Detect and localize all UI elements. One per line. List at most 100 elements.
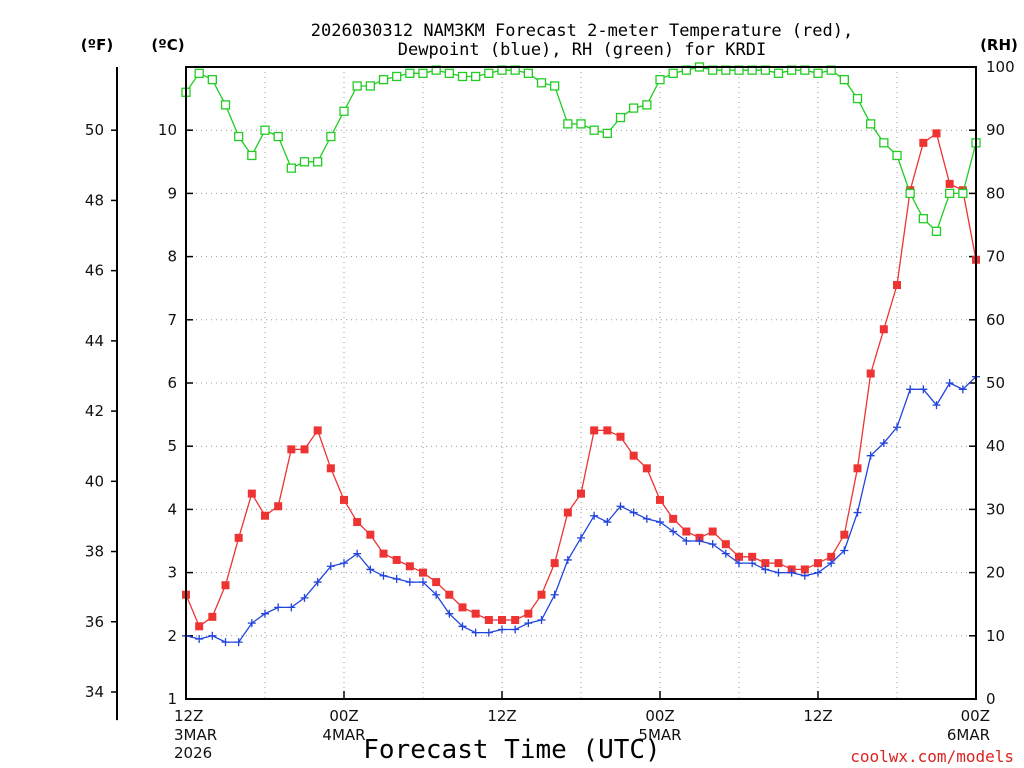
dewpoint-point bbox=[603, 518, 612, 527]
temperature-point bbox=[379, 549, 388, 558]
rh-point bbox=[905, 188, 915, 199]
rh-point bbox=[484, 68, 494, 78]
temperature-point bbox=[682, 527, 691, 536]
rh-point bbox=[879, 138, 889, 148]
dewpoint-point bbox=[906, 385, 915, 394]
rh-point bbox=[392, 71, 402, 82]
temperature-point bbox=[221, 581, 230, 590]
dewpoint-point bbox=[577, 533, 585, 542]
temperature-point bbox=[840, 530, 849, 539]
temperature-point bbox=[866, 369, 875, 378]
credit-text: coolwx.com/models bbox=[850, 747, 1014, 766]
temperature-point bbox=[814, 559, 822, 568]
rh-point bbox=[839, 74, 849, 85]
temperature-point bbox=[748, 552, 757, 561]
dewpoint-point bbox=[616, 502, 625, 511]
temperature-point bbox=[511, 616, 520, 624]
rh-point bbox=[945, 188, 955, 199]
x-tick-label-time: 00Z bbox=[961, 707, 990, 725]
rh-tick-label: 70 bbox=[986, 248, 1005, 266]
temperature-point bbox=[919, 138, 928, 147]
rh-point bbox=[550, 81, 560, 91]
fahrenheit-unit-label: (ºF) bbox=[81, 36, 113, 54]
temperature-point bbox=[550, 559, 559, 568]
rh-unit-label: (RH) bbox=[980, 36, 1018, 54]
temperature-point bbox=[498, 616, 506, 624]
rh-point bbox=[339, 106, 349, 116]
temperature-point bbox=[484, 616, 493, 624]
x-tick-label-date: 3MAR bbox=[174, 726, 217, 744]
x-tick-label-time: 00Z bbox=[645, 707, 674, 725]
rh-point bbox=[813, 68, 823, 78]
c-tick-label: 9 bbox=[167, 184, 177, 202]
dewpoint-point bbox=[392, 574, 401, 583]
temperature-point bbox=[656, 495, 664, 504]
rh-point bbox=[931, 226, 942, 236]
dewpoint-point bbox=[537, 616, 546, 624]
temperature-point bbox=[300, 445, 309, 454]
dewpoint-point bbox=[827, 559, 836, 568]
temperature-point bbox=[761, 559, 770, 568]
rh-point bbox=[286, 163, 296, 173]
rh-point bbox=[378, 74, 389, 85]
rh-point bbox=[642, 100, 652, 110]
rh-point bbox=[247, 150, 257, 161]
rh-point bbox=[234, 131, 244, 142]
rh-tick-label: 90 bbox=[986, 121, 1005, 139]
dewpoint-point bbox=[656, 518, 664, 527]
dewpoint-point bbox=[787, 568, 796, 577]
dewpoint-point bbox=[247, 619, 256, 628]
x-tick-label-time: 12Z bbox=[174, 707, 203, 725]
celsius-unit-label: (ºC) bbox=[151, 36, 184, 54]
dewpoint-point bbox=[669, 527, 678, 536]
temperature-point bbox=[458, 603, 467, 612]
dewpoint-point bbox=[629, 508, 638, 517]
rh-point bbox=[523, 68, 533, 78]
rh-point bbox=[207, 74, 217, 85]
temperature-point bbox=[366, 530, 375, 539]
dewpoint-point bbox=[853, 508, 862, 517]
rh-point bbox=[326, 131, 336, 142]
dewpoint-point bbox=[313, 578, 322, 587]
dewpoint-point bbox=[919, 385, 928, 394]
temperature-point bbox=[392, 555, 401, 564]
temperature-point bbox=[353, 518, 362, 527]
dewpoint-point bbox=[419, 578, 427, 587]
temperature-point bbox=[879, 325, 888, 334]
f-tick-label: 44 bbox=[85, 332, 104, 350]
temperature-point bbox=[419, 568, 427, 577]
dewpoint-point bbox=[958, 385, 967, 394]
dewpoint-point bbox=[695, 537, 704, 545]
dewpoint-point bbox=[261, 609, 269, 618]
data-series bbox=[181, 62, 981, 647]
rh-point bbox=[773, 68, 784, 78]
rh-tick-label: 10 bbox=[986, 627, 1005, 645]
f-tick-label: 34 bbox=[85, 683, 104, 701]
dewpoint-point bbox=[524, 619, 533, 628]
dewpoint-point bbox=[893, 423, 901, 432]
x-tick-label-time: 12Z bbox=[487, 707, 516, 725]
rh-tick-label: 20 bbox=[986, 564, 1005, 582]
temperature-point bbox=[471, 609, 480, 618]
f-tick-label: 50 bbox=[85, 121, 104, 139]
f-tick-label: 36 bbox=[85, 613, 104, 631]
dewpoint-point bbox=[432, 590, 441, 599]
c-tick-label: 10 bbox=[158, 121, 177, 139]
rh-point bbox=[892, 150, 902, 161]
temperature-point bbox=[405, 562, 414, 571]
dewpoint-point bbox=[274, 603, 283, 612]
dewpoint-point bbox=[471, 628, 480, 637]
temperature-point bbox=[893, 281, 901, 290]
rh-tick-label: 30 bbox=[986, 500, 1005, 518]
f-tick-label: 42 bbox=[85, 402, 104, 420]
dewpoint-point bbox=[340, 559, 348, 568]
dewpoint-point bbox=[590, 511, 599, 520]
dewpoint-point bbox=[366, 565, 375, 574]
temperature-point bbox=[195, 622, 204, 631]
rh-point bbox=[668, 68, 678, 78]
rh-point bbox=[313, 157, 323, 167]
rh-tick-label: 100 bbox=[986, 58, 1015, 76]
rh-axis: 0 10 20 30 40 50 60 70 80 90 100 bbox=[969, 58, 1015, 708]
temperature-point bbox=[432, 578, 441, 587]
